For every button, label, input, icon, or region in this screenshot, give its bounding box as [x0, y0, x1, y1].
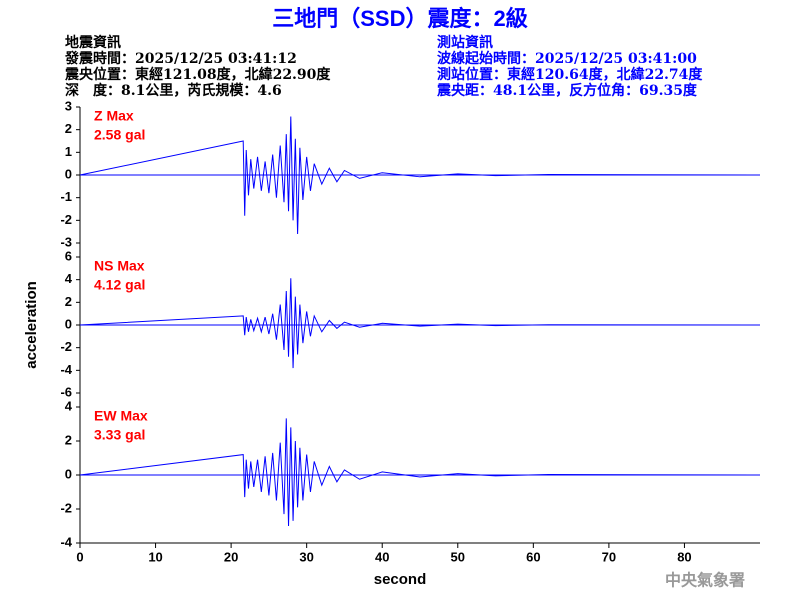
y-tick-label: -2	[60, 212, 72, 227]
y-axis-label: acceleration	[23, 281, 40, 369]
info-left: 發震時間：2025/12/25 03:41:12	[64, 50, 297, 67]
info-left: 震央位置：東經121.08度，北緯22.90度	[64, 66, 331, 83]
info-right: 測站資訊	[437, 34, 493, 51]
info-right: 震央距：48.1公里，反方位角：69.35度	[436, 82, 698, 99]
x-tick-label: 60	[526, 549, 540, 564]
watermark: 中央氣象署	[665, 571, 745, 590]
x-tick-label: 20	[224, 549, 238, 564]
max-label: 3.33 gal	[94, 427, 145, 443]
y-tick-label: -2	[60, 500, 72, 515]
title: 三地門（SSD）震度：2級	[272, 6, 527, 31]
y-tick-label: -4	[60, 362, 72, 377]
x-tick-label: 10	[148, 549, 162, 564]
y-tick-label: 0	[65, 316, 72, 331]
y-tick-label: 4	[65, 398, 73, 413]
max-label: 2.58 gal	[94, 127, 145, 143]
component-label: NS Max	[94, 258, 145, 274]
waveform	[79, 278, 753, 369]
x-tick-label: 80	[677, 549, 691, 564]
y-tick-label: 2	[65, 294, 72, 309]
y-tick-label: 2	[65, 121, 72, 136]
y-tick-label: 0	[65, 466, 72, 481]
y-tick-label: -6	[60, 384, 72, 399]
y-tick-label: -3	[60, 234, 72, 249]
x-tick-label: 70	[602, 549, 616, 564]
x-tick-label: 50	[451, 549, 465, 564]
y-tick-label: 4	[65, 271, 73, 286]
info-right: 測站位置：東經120.64度，北緯22.74度	[437, 66, 703, 83]
info-left: 地震資訊	[65, 34, 121, 51]
y-tick-label: 0	[65, 166, 72, 181]
y-tick-label: 1	[65, 144, 72, 159]
component-label: Z Max	[94, 108, 134, 124]
x-axis-label: second	[374, 571, 427, 588]
max-label: 4.12 gal	[94, 277, 145, 293]
y-tick-label: -4	[60, 534, 72, 549]
y-tick-label: 6	[65, 248, 72, 263]
y-tick-label: 3	[65, 98, 72, 113]
info-right: 波線起始時間：2025/12/25 03:41:00	[437, 50, 697, 67]
waveform	[79, 418, 753, 527]
y-tick-label: -1	[60, 189, 72, 204]
y-tick-label: -2	[60, 339, 72, 354]
x-tick-label: 0	[76, 549, 83, 564]
info-left: 深 度：8.1公里，芮氏規模：4.6	[65, 82, 282, 99]
waveform	[79, 116, 753, 234]
x-tick-label: 30	[299, 549, 313, 564]
component-label: EW Max	[94, 408, 148, 424]
y-tick-label: 2	[65, 432, 72, 447]
x-tick-label: 40	[375, 549, 389, 564]
